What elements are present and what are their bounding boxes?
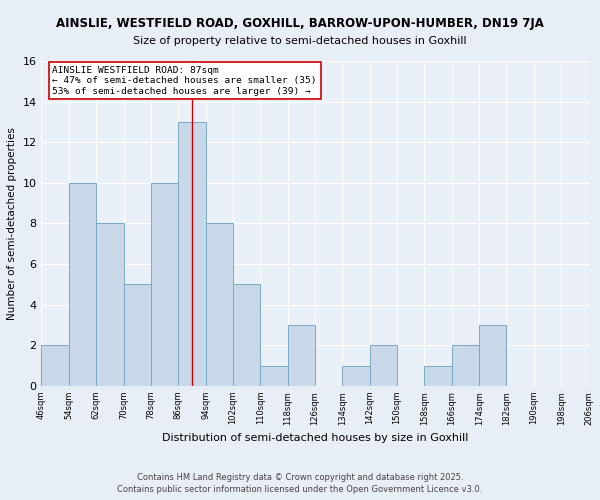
Bar [96, 224, 124, 386]
Bar [151, 183, 178, 386]
Text: Contains HM Land Registry data © Crown copyright and database right 2025.: Contains HM Land Registry data © Crown c… [137, 472, 463, 482]
Text: AINSLIE WESTFIELD ROAD: 87sqm
← 47% of semi-detached houses are smaller (35)
53%: AINSLIE WESTFIELD ROAD: 87sqm ← 47% of s… [52, 66, 317, 96]
Bar [233, 284, 260, 386]
Bar [206, 224, 233, 386]
Bar [124, 284, 151, 386]
Text: Size of property relative to semi-detached houses in Goxhill: Size of property relative to semi-detach… [133, 36, 467, 46]
Bar [370, 346, 397, 386]
Bar [69, 183, 96, 386]
Y-axis label: Number of semi-detached properties: Number of semi-detached properties [7, 127, 17, 320]
Bar [287, 325, 315, 386]
Bar [260, 366, 287, 386]
Bar [479, 325, 506, 386]
Bar [452, 346, 479, 386]
Bar [178, 122, 206, 386]
Text: Contains public sector information licensed under the Open Government Licence v3: Contains public sector information licen… [118, 485, 482, 494]
Text: AINSLIE, WESTFIELD ROAD, GOXHILL, BARROW-UPON-HUMBER, DN19 7JA: AINSLIE, WESTFIELD ROAD, GOXHILL, BARROW… [56, 18, 544, 30]
Bar [41, 346, 69, 386]
Bar [343, 366, 370, 386]
X-axis label: Distribution of semi-detached houses by size in Goxhill: Distribution of semi-detached houses by … [162, 433, 468, 443]
Bar [424, 366, 452, 386]
